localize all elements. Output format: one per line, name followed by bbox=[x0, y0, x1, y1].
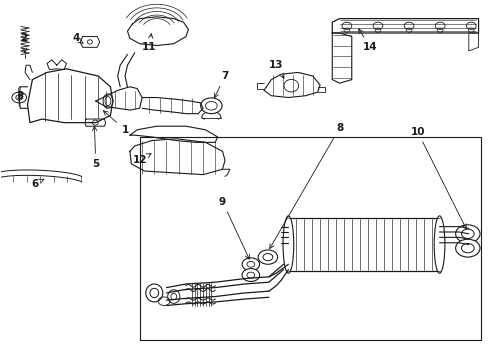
Text: 4: 4 bbox=[72, 33, 83, 43]
Text: 9: 9 bbox=[219, 197, 249, 259]
Text: 7: 7 bbox=[214, 71, 228, 98]
Circle shape bbox=[242, 258, 259, 271]
Text: 8: 8 bbox=[269, 123, 343, 248]
Text: 5: 5 bbox=[92, 126, 99, 169]
Ellipse shape bbox=[433, 216, 444, 273]
Text: 14: 14 bbox=[358, 29, 377, 52]
Text: 11: 11 bbox=[142, 34, 156, 52]
Circle shape bbox=[258, 250, 277, 264]
Text: 6: 6 bbox=[31, 179, 44, 189]
Text: 10: 10 bbox=[409, 127, 465, 229]
Ellipse shape bbox=[283, 216, 293, 273]
Text: 1: 1 bbox=[103, 111, 128, 135]
Text: 3: 3 bbox=[17, 91, 24, 101]
Text: 13: 13 bbox=[268, 60, 284, 78]
Bar bbox=[288, 218, 439, 271]
Circle shape bbox=[455, 225, 479, 243]
Text: 2: 2 bbox=[20, 33, 28, 53]
Text: 12: 12 bbox=[132, 154, 151, 165]
Circle shape bbox=[242, 269, 259, 282]
Circle shape bbox=[455, 239, 479, 257]
